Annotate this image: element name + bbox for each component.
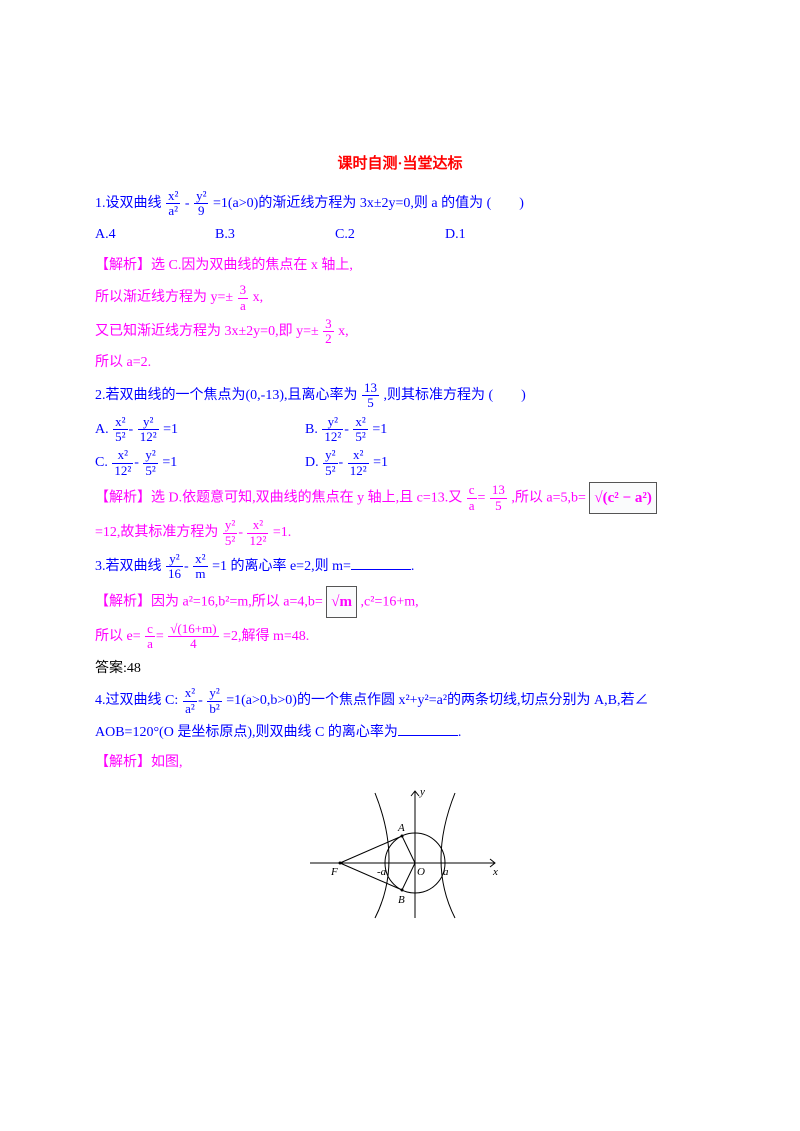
q2-row1: A. x²5²- y²12² =1 B. y²12²- x²5² =1 xyxy=(95,415,705,445)
q4-stem-2: AOB=120°(O 是坐标原点),则双曲线 C 的离心率为. xyxy=(95,720,705,747)
q4-analysis-1: 【解析】如图, xyxy=(95,750,705,777)
q1-analysis-4: 所以 a=2. xyxy=(95,350,705,377)
q2-opt-c: C. x²12²- y²5² =1 xyxy=(95,448,305,478)
label-F: F xyxy=(330,866,338,878)
label-O: O xyxy=(417,866,425,878)
q4-stem-1: 4.过双曲线 C: x²a²- y²b² =1(a>0,b>0)的一个焦点作圆 … xyxy=(95,686,705,716)
q1-text-a: 1.设双曲线 xyxy=(95,196,162,211)
q1-opt-c: C.2 xyxy=(335,222,445,249)
label-A: A xyxy=(397,822,405,834)
blank-line xyxy=(351,557,411,570)
document-title: 课时自测·当堂达标 xyxy=(95,150,705,179)
q3-analysis-2: 所以 e= ca= √(16+m)4 =2,解得 m=48. xyxy=(95,622,705,652)
q1-analysis-2: 所以渐近线方程为 y=± 3a x, xyxy=(95,283,705,313)
blank-line xyxy=(398,723,458,736)
q2-opt-a: A. x²5²- y²12² =1 xyxy=(95,415,305,445)
label-y: y xyxy=(419,786,425,798)
q1-text-b: =1(a>0)的渐近线方程为 3x±2y=0,则 a 的值为 ( ) xyxy=(213,196,524,211)
q2-opt-d: D. y²5²- x²12² =1 xyxy=(305,448,388,478)
sqrt-icon: √m xyxy=(326,586,357,619)
q1-analysis-1: 【解析】选 C.因为双曲线的焦点在 x 轴上, xyxy=(95,253,705,280)
q1-frac1: x²a² xyxy=(166,189,180,219)
q3-analysis-1: 【解析】因为 a²=16,b²=m,所以 a=4,b= √m ,c²=16+m, xyxy=(95,586,705,619)
label-a: a xyxy=(443,866,449,878)
q3-answer: 答案:48 xyxy=(95,656,705,683)
q1-opt-a: A.4 xyxy=(95,222,215,249)
label-x: x xyxy=(492,866,498,878)
q3-stem: 3.若双曲线 y²16- x²m =1 的离心率 e=2,则 m=. xyxy=(95,552,705,582)
q2-analysis-1: 【解析】选 D.依题意可知,双曲线的焦点在 y 轴上,且 c=13.又 ca= … xyxy=(95,482,705,515)
label-neg-a: -a xyxy=(377,866,387,878)
q2-stem: 2.若双曲线的一个焦点为(0,-13),且离心率为 135 ,则其标准方程为 (… xyxy=(95,381,705,411)
q4-diagram: y x A B F O -a a xyxy=(95,783,705,934)
q2-analysis-2: =12,故其标准方程为 y²5²- x²12² =1. xyxy=(95,518,705,548)
label-B: B xyxy=(398,894,405,906)
sqrt-icon: √(c² − a²) xyxy=(589,482,656,515)
q1-stem: 1.设双曲线 x²a² - y²9 =1(a>0)的渐近线方程为 3x±2y=0… xyxy=(95,189,705,219)
q2-opt-b: B. y²12²- x²5² =1 xyxy=(305,415,387,445)
q1-opt-b: B.3 xyxy=(215,222,335,249)
q1-frac2: y²9 xyxy=(194,189,208,219)
q1-opt-d: D.1 xyxy=(445,222,466,249)
q1-analysis-3: 又已知渐近线方程为 3x±2y=0,即 y=± 32 x, xyxy=(95,317,705,347)
q1-options: A.4 B.3 C.2 D.1 xyxy=(95,222,705,249)
q2-row2: C. x²12²- y²5² =1 D. y²5²- x²12² =1 xyxy=(95,448,705,478)
